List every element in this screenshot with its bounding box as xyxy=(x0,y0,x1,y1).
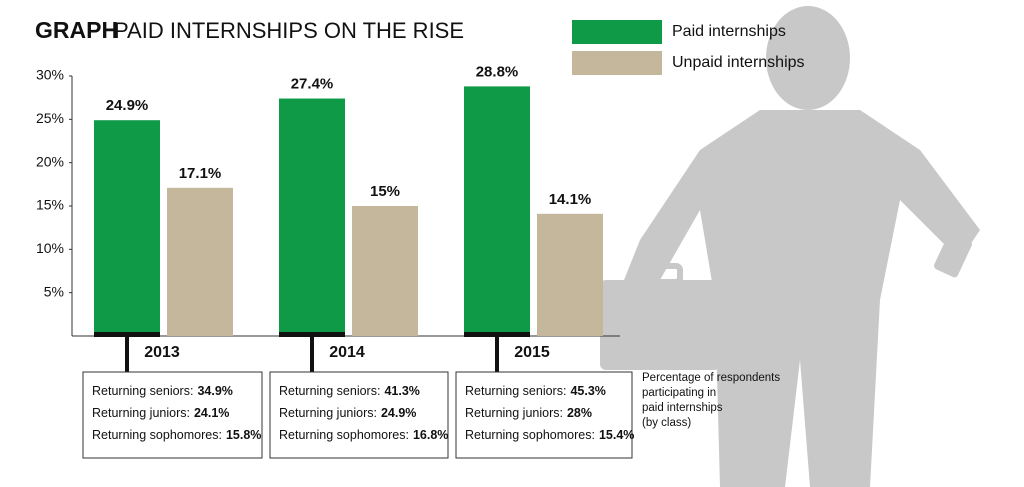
legend-label: Unpaid internships xyxy=(672,54,805,71)
x-tick-label: 2014 xyxy=(329,344,365,361)
breakdown-label: Returning sophomores: xyxy=(92,428,222,442)
chart-label: GRAPH xyxy=(35,17,118,43)
breakdown-row: Returning sophomores: 15.4% xyxy=(465,428,634,442)
breakdown-label: Returning sophomores: xyxy=(465,428,595,442)
y-tick-label: 10% xyxy=(36,240,64,256)
breakdown-box xyxy=(269,371,449,459)
category-stem xyxy=(125,336,129,372)
breakdown-label: Returning juniors: xyxy=(279,406,377,420)
breakdown-value: 45.3% xyxy=(570,384,605,398)
breakdown-value: 34.9% xyxy=(197,384,232,398)
breakdown-row: Returning juniors: 24.1% xyxy=(92,406,229,420)
breakdown-value: 15.8% xyxy=(226,428,261,442)
value-label: 14.1% xyxy=(549,191,592,208)
breakdown-label: Returning seniors: xyxy=(465,384,566,398)
y-tick-label: 15% xyxy=(36,197,64,213)
breakdown-row: Returning sophomores: 15.8% xyxy=(92,428,261,442)
legend-swatch xyxy=(572,51,662,75)
breakdown-row: Returning sophomores: 16.8% xyxy=(279,428,448,442)
note-line: Percentage of respondents xyxy=(642,372,780,384)
value-label: 24.9% xyxy=(106,97,149,114)
y-tick-label: 30% xyxy=(36,67,64,83)
breakdown-label: Returning juniors: xyxy=(92,406,190,420)
y-tick-label: 20% xyxy=(36,153,64,169)
breakdown-box xyxy=(455,371,633,459)
breakdown-box xyxy=(82,371,263,459)
chart-title: PAID INTERNSHIPS ON THE RISE xyxy=(114,18,464,43)
y-tick-label: 5% xyxy=(44,283,64,299)
y-tick-label: 25% xyxy=(36,110,64,126)
bar xyxy=(279,98,345,337)
bar xyxy=(464,86,530,337)
breakdown-label: Returning seniors: xyxy=(92,384,193,398)
note-line: (by class) xyxy=(642,417,691,429)
breakdown-value: 28% xyxy=(567,406,592,420)
breakdown-label: Returning sophomores: xyxy=(279,428,409,442)
breakdown-row: Returning juniors: 24.9% xyxy=(279,406,416,420)
note-line: participating in xyxy=(642,387,716,399)
bar xyxy=(537,213,603,336)
category-stem xyxy=(310,336,314,372)
category-marker xyxy=(94,332,160,337)
bar xyxy=(352,206,418,336)
bar xyxy=(94,120,160,336)
breakdown-row: Returning seniors: 41.3% xyxy=(279,384,420,398)
value-label: 27.4% xyxy=(291,76,334,93)
legend-label: Paid internships xyxy=(672,23,786,40)
breakdown-value: 16.8% xyxy=(413,428,448,442)
value-label: 17.1% xyxy=(179,165,222,182)
bar xyxy=(167,187,233,336)
breakdown-row: Returning seniors: 45.3% xyxy=(465,384,606,398)
breakdown-value: 24.9% xyxy=(381,406,416,420)
category-marker xyxy=(279,332,345,337)
note-line: paid internships xyxy=(642,402,723,414)
breakdown-value: 41.3% xyxy=(384,384,419,398)
businessman-silhouette xyxy=(600,6,980,487)
breakdown-label: Returning juniors: xyxy=(465,406,563,420)
category-marker xyxy=(464,332,530,337)
value-label: 15% xyxy=(370,183,400,200)
breakdown-label: Returning seniors: xyxy=(279,384,380,398)
x-tick-label: 2015 xyxy=(514,344,550,361)
category-stem xyxy=(495,336,499,372)
breakdown-value: 24.1% xyxy=(194,406,229,420)
x-tick-label: 2013 xyxy=(144,344,180,361)
legend-swatch xyxy=(572,20,662,44)
breakdown-row: Returning juniors: 28% xyxy=(465,406,592,420)
breakdown-row: Returning seniors: 34.9% xyxy=(92,384,233,398)
breakdown-value: 15.4% xyxy=(599,428,634,442)
value-label: 28.8% xyxy=(476,63,519,80)
